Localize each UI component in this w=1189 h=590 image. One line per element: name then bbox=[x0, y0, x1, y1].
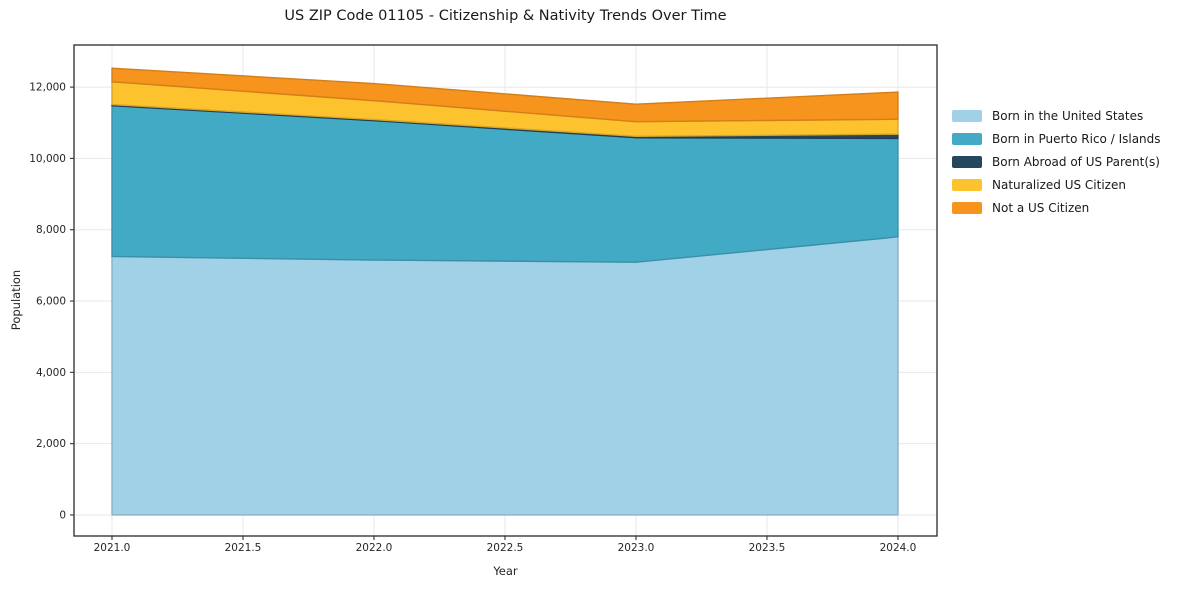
legend-item-label: Born Abroad of US Parent(s) bbox=[992, 154, 1160, 169]
y-tick-label: 2,000 bbox=[36, 438, 66, 450]
legend-item: Born in Puerto Rico / Islands bbox=[952, 127, 1161, 150]
legend-item: Born Abroad of US Parent(s) bbox=[952, 150, 1161, 173]
y-tick-label: 8,000 bbox=[36, 224, 66, 236]
x-tick-label: 2022.5 bbox=[487, 542, 524, 554]
x-tick-label: 2023.5 bbox=[749, 542, 786, 554]
legend-item-label: Naturalized US Citizen bbox=[992, 177, 1126, 192]
x-tick-label: 2024.0 bbox=[880, 542, 917, 554]
area-not-a-us-citizen bbox=[111, 67, 899, 123]
y-axis-label: Population bbox=[9, 269, 23, 331]
legend-item-label: Born in the United States bbox=[992, 108, 1144, 123]
legend-item: Not a US Citizen bbox=[952, 196, 1161, 219]
x-axis-label: Year bbox=[493, 564, 518, 578]
chart-title: US ZIP Code 01105 - Citizenship & Nativi… bbox=[284, 8, 727, 24]
legend-item: Naturalized US Citizen bbox=[952, 173, 1161, 196]
x-tick-label: 2023.0 bbox=[618, 542, 655, 554]
legend-swatch bbox=[952, 132, 982, 145]
y-tick-label: 6,000 bbox=[36, 296, 66, 308]
legend-swatch bbox=[952, 155, 982, 168]
legend-swatch bbox=[952, 201, 982, 214]
legend-swatch bbox=[952, 178, 982, 191]
legend-item: Born in the United States bbox=[952, 104, 1161, 127]
x-tick-label: 2022.0 bbox=[356, 542, 393, 554]
legend-item-label: Not a US Citizen bbox=[992, 200, 1090, 215]
legend-swatch bbox=[952, 109, 982, 122]
y-tick-label: 0 bbox=[59, 509, 66, 521]
tick-labels: 2021.0 2021.5 2022.0 2022.5 2023.0 2023.5 2024… bbox=[29, 82, 916, 554]
x-tick-label: 2021.5 bbox=[225, 542, 262, 554]
y-tick-label: 10,000 bbox=[29, 153, 66, 165]
legend: Born in the United States Born in Puerto … bbox=[952, 104, 1161, 219]
x-tick-label: 2021.0 bbox=[94, 542, 131, 554]
area-born-in-the-united-states bbox=[111, 236, 899, 516]
y-tick-label: 4,000 bbox=[36, 367, 66, 379]
area-series bbox=[111, 67, 899, 516]
y-tick-label: 12,000 bbox=[29, 82, 66, 94]
axis-ticks bbox=[70, 86, 899, 540]
legend-item-label: Born in Puerto Rico / Islands bbox=[992, 131, 1161, 146]
